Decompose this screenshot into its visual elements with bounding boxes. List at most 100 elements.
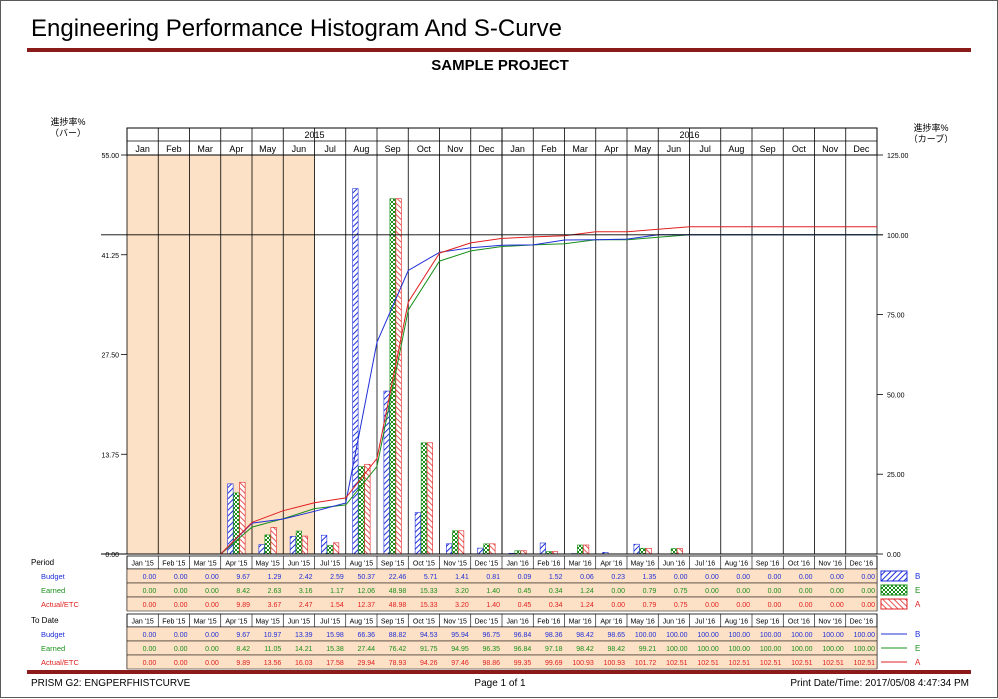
- todate-section-label: To Date: [31, 616, 59, 625]
- footer-rule: [27, 670, 971, 674]
- todate-budget-value: 0.00: [205, 632, 219, 639]
- todate-budget-value: 66.36: [357, 632, 375, 639]
- todate-budget-value: 100.00: [697, 632, 719, 639]
- period-budget-value: 0.23: [611, 574, 625, 581]
- period-actual-value: 9.89: [236, 602, 250, 609]
- earned-bar: [484, 544, 490, 554]
- todate-earned-value: 100.00: [822, 646, 844, 653]
- period-actual-value: 3.20: [455, 602, 469, 609]
- period-earned-value: 0.00: [611, 588, 625, 595]
- todate-budget-value: 94.53: [420, 632, 438, 639]
- actual-bar: [240, 482, 246, 554]
- period-budget-value: 2.42: [299, 574, 313, 581]
- todate-month-header: Sep '15: [381, 619, 405, 626]
- period-month-header: Feb '15: [162, 561, 185, 568]
- period-budget-value: 1.41: [455, 574, 469, 581]
- earned-bar: [296, 531, 302, 554]
- month-label: Jul: [324, 144, 336, 154]
- period-budget-value: 9.67: [236, 574, 250, 581]
- todate-actual-value: 100.93: [604, 660, 626, 667]
- period-earned-value: 0.45: [518, 588, 532, 595]
- todate-budget-value: 10.97: [264, 632, 282, 639]
- todate-budget-value: 96.75: [482, 632, 500, 639]
- period-month-header: Aug '15: [350, 561, 374, 568]
- todate-earned-value: 0.00: [143, 646, 157, 653]
- period-actual-value: 48.98: [389, 602, 407, 609]
- period-month-header: Jan '15: [131, 561, 153, 568]
- legend-swatch-earned: [881, 585, 907, 595]
- earned-bar: [577, 545, 583, 554]
- budget-bar: [259, 545, 265, 554]
- month-label: Mar: [197, 144, 213, 154]
- period-month-header: Jul '16: [695, 561, 715, 568]
- period-earned-value: 1.40: [486, 588, 500, 595]
- period-earned-value: 0.34: [549, 588, 563, 595]
- todate-month-header: Mar '15: [194, 619, 217, 626]
- period-budget-label: Budget: [41, 572, 66, 581]
- todate-month-header: Aug '16: [725, 619, 749, 626]
- period-budget-value: 0.00: [768, 574, 782, 581]
- left-axis-tick-label: 41.25: [101, 253, 119, 260]
- month-label: Apr: [604, 144, 618, 154]
- period-month-header: Feb '16: [537, 561, 560, 568]
- todate-budget-value: 15.98: [326, 632, 344, 639]
- todate-earned-label: Earned: [41, 644, 65, 653]
- right-axis-tick-label: 75.00: [887, 313, 905, 320]
- todate-budget-value: 100.00: [791, 632, 813, 639]
- todate-month-header: Jan '15: [131, 619, 153, 626]
- todate-actual-value: 101.72: [635, 660, 657, 667]
- period-budget-value: 0.00: [205, 574, 219, 581]
- actual-bar: [271, 527, 277, 554]
- period-actual-value: 0.00: [143, 602, 157, 609]
- period-budget-value: 0.00: [830, 574, 844, 581]
- period-budget-value: 0.00: [174, 574, 188, 581]
- earned-bar: [452, 531, 458, 554]
- period-budget-value: 0.00: [705, 574, 719, 581]
- actual-bar: [583, 545, 589, 554]
- todate-budget-value: 0.00: [174, 632, 188, 639]
- earned-bar: [327, 546, 333, 554]
- earned-bar: [671, 549, 677, 554]
- todate-month-header: Feb '16: [537, 619, 560, 626]
- period-earned-value: 1.24: [580, 588, 594, 595]
- legend-swatch-budget: [881, 571, 907, 581]
- earned-bar: [421, 443, 427, 554]
- period-month-header: May '15: [255, 561, 279, 568]
- print-datetime: Print Date/Time: 2017/05/08 4:47:34 PM: [790, 678, 969, 689]
- todate-actual-value: 0.00: [174, 660, 188, 667]
- month-label: May: [259, 144, 277, 154]
- month-label: Mar: [572, 144, 588, 154]
- period-month-header: Nov '15: [443, 561, 467, 568]
- period-actual-value: 12.37: [357, 602, 375, 609]
- earned-bar: [234, 493, 240, 554]
- period-budget-value: 0.00: [143, 574, 157, 581]
- todate-actual-value: 98.86: [482, 660, 500, 667]
- todate-actual-value: 13.56: [264, 660, 282, 667]
- period-earned-value: 0.00: [861, 588, 875, 595]
- period-month-header: Sep '16: [756, 561, 780, 568]
- todate-earned-value: 100.00: [729, 646, 751, 653]
- period-earned-value: 3.20: [455, 588, 469, 595]
- period-month-header: Jun '15: [288, 561, 310, 568]
- period-earned-value: 8.42: [236, 588, 250, 595]
- todate-earned-value: 96.35: [482, 646, 500, 653]
- period-actual-value: 0.00: [830, 602, 844, 609]
- todate-actual-value: 100.93: [572, 660, 594, 667]
- todate-month-header: Sep '16: [756, 619, 780, 626]
- todate-budget-value: 0.00: [143, 632, 157, 639]
- month-label: May: [634, 144, 652, 154]
- period-budget-value: 0.09: [518, 574, 532, 581]
- todate-actual-label: Actual/ETC: [41, 658, 80, 667]
- left-axis-tick-label: 13.75: [101, 452, 119, 459]
- period-actual-value: 0.79: [643, 602, 657, 609]
- todate-earned-value: 15.38: [326, 646, 344, 653]
- period-month-header: Mar '15: [194, 561, 217, 568]
- budget-bar: [384, 391, 390, 554]
- month-label: Aug: [353, 144, 369, 154]
- earned-bar: [640, 548, 646, 554]
- period-budget-value: 0.00: [674, 574, 688, 581]
- period-month-header: Oct '15: [413, 561, 435, 568]
- period-actual-value: 1.40: [486, 602, 500, 609]
- period-month-header: Dec '15: [475, 561, 499, 568]
- todate-earned-value: 100.00: [666, 646, 688, 653]
